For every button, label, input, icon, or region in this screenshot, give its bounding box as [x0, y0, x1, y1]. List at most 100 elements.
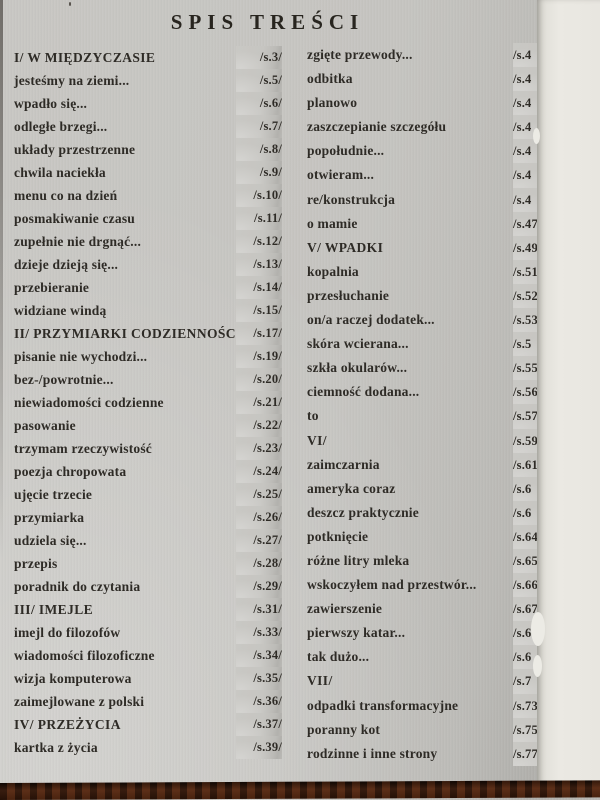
toc-entry-title: poradnik do czytania [14, 579, 141, 594]
toc-entry-page-number: /s.35/ [236, 667, 282, 690]
toc-section-header-row: II/ PRZYMIARKI CODZIENNOŚCI/s.17/ [14, 322, 282, 345]
toc-entry-title: zaimczarnia [307, 456, 380, 472]
toc-entry-page-number: /s.27/ [236, 529, 282, 552]
toc-entry-title: V/ WPADKI [307, 239, 384, 255]
toc-entry-title: odbitka [307, 71, 353, 87]
toc-entry-title: ameryka coraz [307, 480, 396, 496]
toc-entry-title: zupełnie nie drgnąć... [14, 234, 142, 249]
toc-entry-row: ameryka coraz/s.6 [307, 476, 573, 501]
toc-entry-title: pasowanie [14, 418, 76, 433]
toc-entry-row: zaszczepianie szczegółu/s.4 [307, 115, 573, 140]
toc-entry-page-number: /s.20/ [236, 368, 282, 391]
toc-entry-row: zaimejlowane z polski/s.36/ [14, 690, 282, 713]
paper-speck [69, 2, 71, 6]
toc-entry-title: IV/ PRZEŻYCIA [14, 717, 121, 732]
toc-entry-title: posmakiwanie czasu [14, 211, 135, 226]
toc-section-header-row: VII//s.7 [307, 669, 573, 694]
toc-entry-title: planowo [307, 95, 358, 111]
toc-entry-title: odpadki transformacyjne [307, 697, 459, 713]
toc-entry-row: różne litry mleka/s.65 [307, 548, 573, 574]
toc-entry-row: pierwszy katar.../s.68 [307, 621, 573, 646]
toc-entry-row: przymiarka/s.26/ [14, 506, 282, 529]
toc-entry-page-number: /s.8/ [236, 138, 282, 161]
toc-entry-page-number: /s.36/ [236, 690, 282, 713]
toc-entry-page-number: /s.25/ [236, 483, 282, 506]
toc-entry-page-number: /s.31/ [236, 598, 282, 621]
toc-entry-row: odpadki transformacyjne/s.73 [307, 693, 573, 718]
toc-entry-title: bez-/powrotnie... [14, 372, 114, 387]
toc-entry-row: odbitka/s.4 [307, 67, 573, 92]
toc-entry-title: pisanie nie wychodzi... [14, 349, 148, 364]
page-edge-notch [531, 612, 545, 646]
toc-entry-title: odległe brzegi... [14, 119, 108, 134]
toc-entry-page-number: /s.10/ [236, 184, 282, 207]
toc-entry-row: przepis/s.28/ [14, 552, 282, 575]
toc-entry-row: potknięcie/s.64 [307, 524, 573, 549]
toc-entry-row: menu co na dzień/s.10/ [14, 184, 282, 207]
toc-entry-page-number: /s.5/ [236, 69, 282, 92]
toc-entry-title: kopalnia [307, 263, 359, 279]
toc-entry-title: otwieram... [307, 167, 375, 183]
toc-entry-row: wizja komputerowa/s.35/ [14, 667, 282, 690]
toc-entry-row: wpadło się... /s.6/ [14, 92, 282, 115]
toc-entry-page-number: /s.15/ [236, 299, 282, 322]
toc-entry-page-number: /s.39/ [236, 736, 282, 759]
toc-entry-title: niewiadomości codzienne [14, 395, 164, 410]
toc-column-left: I/ W MIĘDZYCZASIE/s.3/jesteśmy na ziemi.… [14, 46, 282, 759]
toc-entry-title: imejl do filozofów [14, 625, 121, 640]
toc-entry-row: ujęcie trzecie/s.25/ [14, 483, 282, 506]
toc-section-header-row: IV/ PRZEŻYCIA/s.37/ [14, 713, 282, 736]
toc-entry-row: trzymam rzeczywistość/s.23/ [14, 437, 282, 460]
toc-entry-row: zawierszenie/s.67 [307, 597, 573, 622]
toc-entry-row: o mamie/s.47 [307, 211, 573, 236]
toc-entry-title: to [307, 408, 319, 424]
toc-section-header-row: V/ WPADKI/s.49 [307, 235, 573, 260]
toc-entry-page-number: /s.28/ [236, 552, 282, 575]
toc-entry-title: ujęcie trzecie [14, 487, 93, 502]
toc-entry-row: tak dużo.../s.6 [307, 645, 573, 670]
toc-entry-row: kopalnia/s.51 [307, 259, 573, 284]
toc-entry-title: poranny kot [307, 721, 381, 737]
toc-entry-title: tak dużo... [307, 649, 370, 665]
toc-entry-row: przebieranie/s.14/ [14, 276, 282, 299]
toc-entry-title: pierwszy katar... [307, 625, 406, 641]
toc-entry-title: III/ IMEJLE [14, 602, 94, 617]
page-edge-notch [533, 655, 542, 677]
toc-entry-row: on/a raczej dodatek.../s.53 [307, 308, 573, 333]
toc-entry-title: ciemność dodana... [307, 384, 420, 400]
toc-entry-page-number: /s.37/ [236, 713, 282, 736]
toc-entry-row: planowo/s.4 [307, 91, 573, 116]
page-left-edge-shadow [0, 0, 3, 560]
toc-entry-title: przesłuchanie [307, 287, 390, 303]
toc-entry-title: wpadło się... [14, 96, 88, 111]
toc-entry-row: niewiadomości codzienne/s.21/ [14, 391, 282, 414]
toc-entry-page-number: /s.33/ [236, 621, 282, 644]
toc-entry-title: wiadomości filozoficzne [14, 648, 155, 663]
toc-entry-title: wskoczyłem nad przestwór... [307, 577, 477, 593]
toc-entry-title: układy przestrzenne [14, 142, 136, 157]
toc-entry-row: kartka z życia/s.39/ [14, 736, 282, 759]
toc-entry-page-number: /s.23/ [236, 437, 282, 460]
toc-entry-title: popołudnie... [307, 143, 385, 159]
toc-entry-row: popołudnie.../s.4 [307, 139, 573, 164]
toc-entry-title: widziane windą [14, 303, 107, 318]
toc-entry-title: deszcz praktycznie [307, 504, 419, 520]
toc-entry-row: zupełnie nie drgnąć... /s.12/ [14, 230, 282, 253]
toc-entry-title: zgięte przewody... [307, 47, 413, 62]
toc-entry-title: skóra wcierana... [307, 336, 409, 352]
toc-entry-row: chwila naciekła/s.9/ [14, 161, 282, 184]
toc-entry-title: I/ W MIĘDZYCZASIE [14, 50, 156, 65]
toc-entry-title: zaszczepianie szczegółu [307, 119, 447, 135]
toc-entry-page-number: /s.14/ [236, 276, 282, 299]
toc-entry-row: ciemność dodana.../s.56 [307, 380, 573, 405]
toc-entry-page-number: /s.12/ [236, 230, 282, 253]
toc-entry-row: poranny kot/s.75 [307, 717, 573, 742]
toc-entry-page-number: /s.17/ [236, 322, 282, 345]
toc-entry-title: kartka z życia [14, 740, 98, 755]
toc-entry-page-number: /s.34/ [236, 644, 282, 667]
toc-entry-row: wskoczyłem nad przestwór.../s.66 [307, 573, 573, 598]
toc-entry-row: otwieram.../s.4 [307, 163, 573, 188]
toc-entry-row: udziela się... /s.27/ [14, 529, 282, 552]
toc-entry-title: potknięcie [307, 528, 369, 544]
toc-entry-page-number: /s.24/ [236, 460, 282, 483]
